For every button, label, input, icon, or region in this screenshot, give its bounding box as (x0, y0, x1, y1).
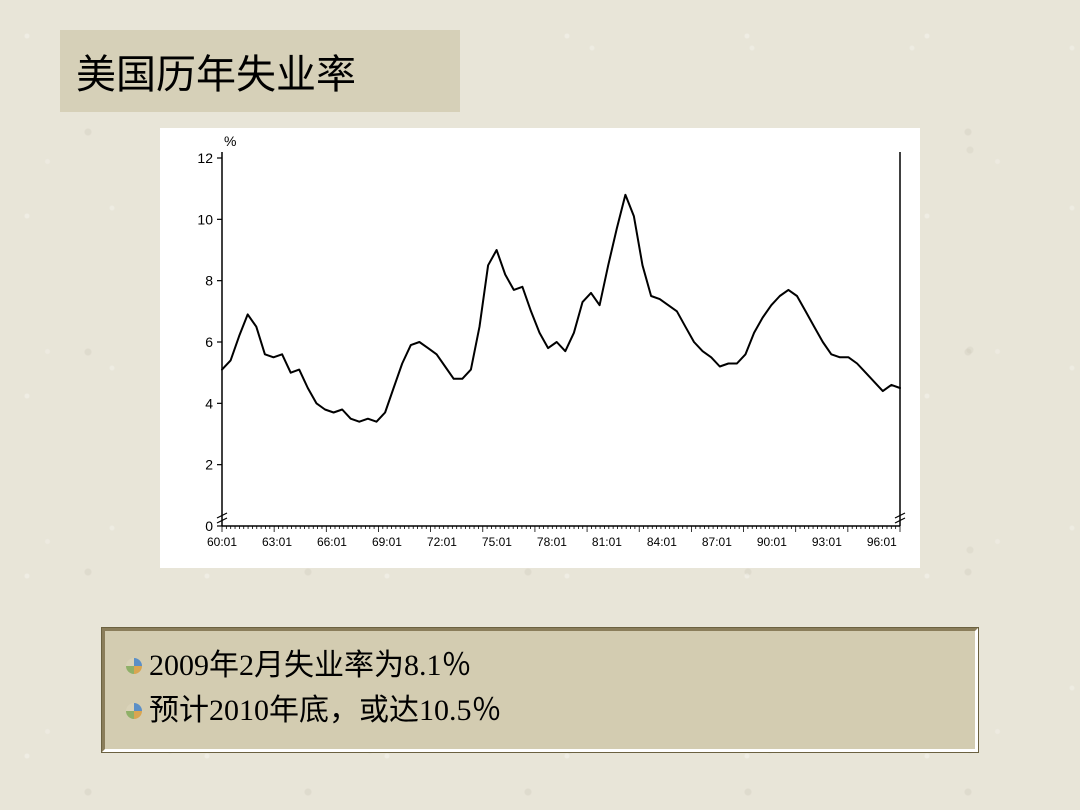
svg-text:72:01: 72:01 (427, 535, 457, 549)
svg-text:%: % (224, 133, 236, 149)
svg-text:66:01: 66:01 (317, 535, 347, 549)
svg-text:60:01: 60:01 (207, 535, 237, 549)
caption-box: 2009年2月失业率为8.1％ 预计2010年底，或达10.5％ (102, 628, 978, 752)
svg-text:87:01: 87:01 (702, 535, 732, 549)
slide-title: 美国历年失业率 (76, 52, 356, 97)
svg-text:8: 8 (205, 273, 213, 289)
caption-text: 2009年2月失业率为8.1％ (149, 643, 472, 688)
svg-text:75:01: 75:01 (482, 535, 512, 549)
caption-line: 预计2010年底，或达10.5％ (125, 688, 955, 733)
svg-text:0: 0 (205, 518, 213, 534)
svg-text:4: 4 (205, 395, 213, 411)
svg-text:6: 6 (205, 334, 213, 350)
svg-text:12: 12 (197, 150, 213, 166)
unemployment-chart: 0 2 4 6 8 10 12% 60:01 63:01 66:01 69:01 72:01 75:01… (160, 128, 920, 568)
chart-svg: 0 2 4 6 8 10 12% 60:01 63:01 66:01 69:01 72:01 75:01… (160, 128, 920, 568)
svg-text:78:01: 78:01 (537, 535, 567, 549)
slide-title-box: 美国历年失业率 (60, 30, 460, 112)
svg-text:96:01: 96:01 (867, 535, 897, 549)
svg-text:2: 2 (205, 457, 213, 473)
pie-bullet-icon (125, 657, 143, 675)
svg-text:63:01: 63:01 (262, 535, 292, 549)
caption-line: 2009年2月失业率为8.1％ (125, 643, 955, 688)
pie-bullet-icon (125, 702, 143, 720)
svg-text:90:01: 90:01 (757, 535, 787, 549)
svg-text:69:01: 69:01 (372, 535, 402, 549)
svg-text:93:01: 93:01 (812, 535, 842, 549)
svg-text:81:01: 81:01 (592, 535, 622, 549)
caption-text: 预计2010年底，或达10.5％ (149, 688, 502, 733)
svg-text:84:01: 84:01 (647, 535, 677, 549)
svg-text:10: 10 (197, 211, 213, 227)
